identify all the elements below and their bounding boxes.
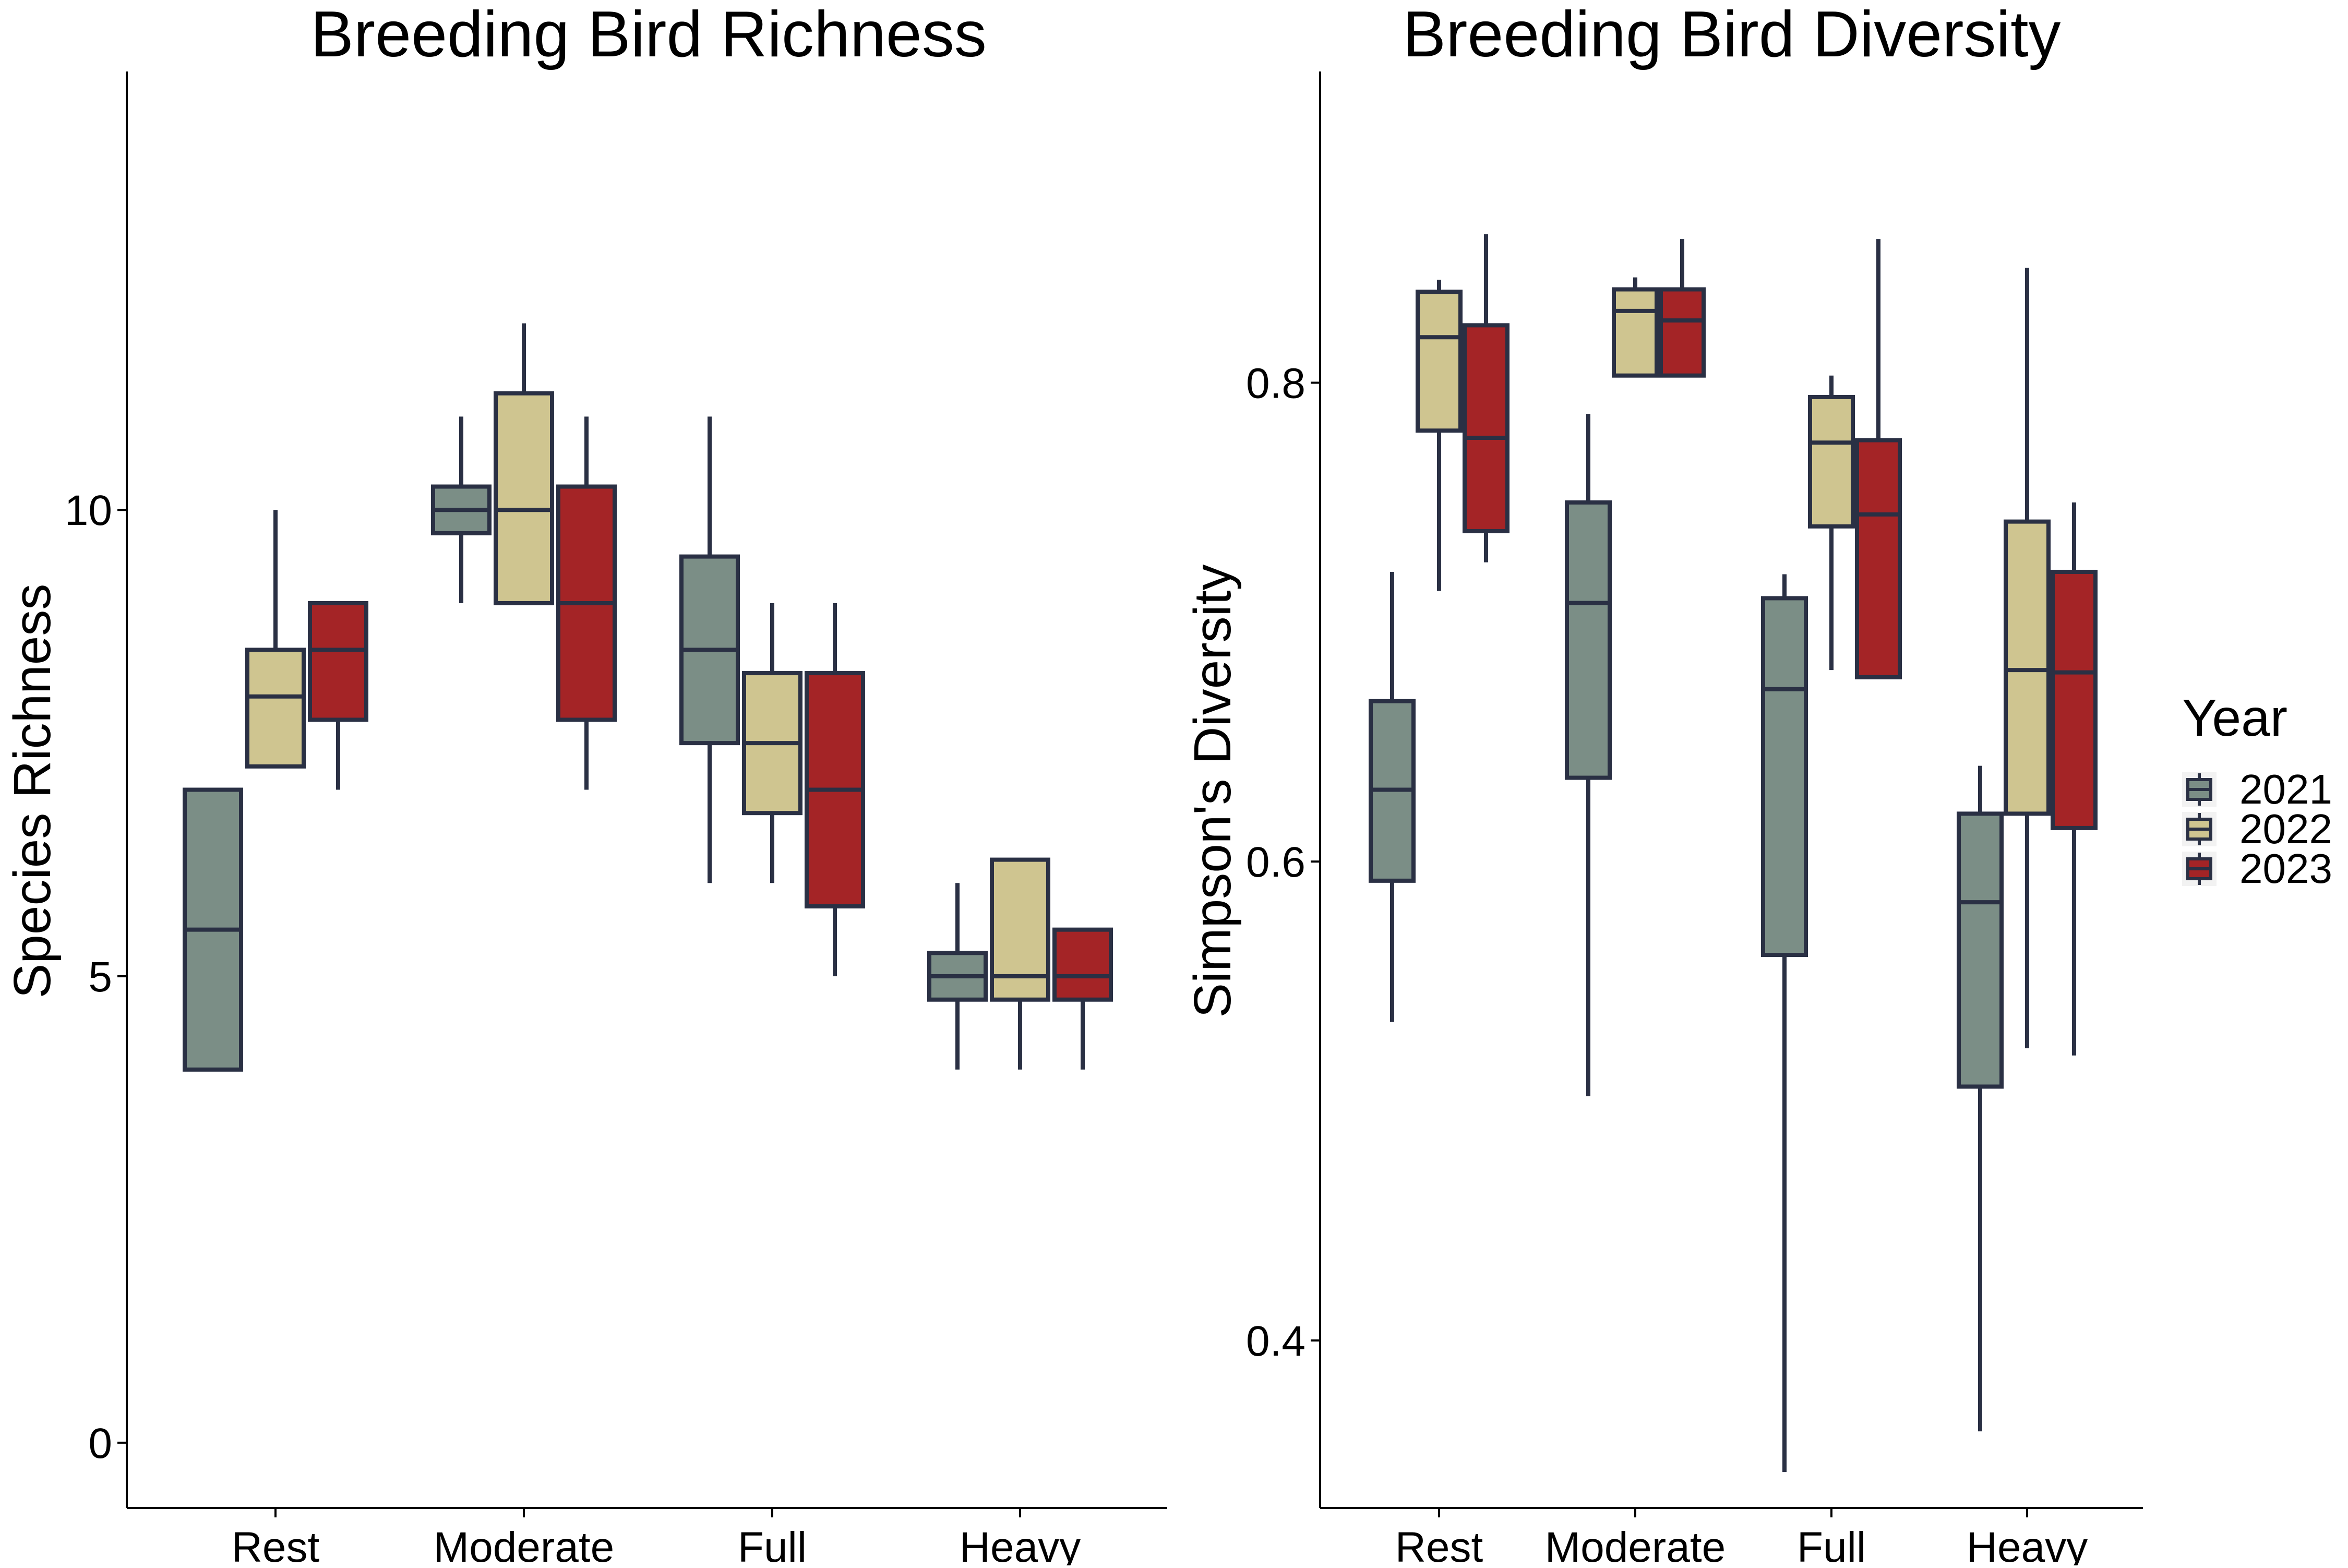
box-2023-rest <box>308 601 368 790</box>
box-2022-full <box>1808 375 1855 671</box>
legend-item-2022: 2022 <box>2182 806 2332 852</box>
diversity-title: Breeding Bird Diversity <box>1403 0 2061 70</box>
y-tick-label: 10 <box>65 487 112 534</box>
box-body <box>1957 811 2004 1089</box>
box-2021-heavy <box>1957 765 2004 1432</box>
box-body <box>2051 569 2098 830</box>
box-body <box>245 648 306 769</box>
legend-label: 2021 <box>2239 766 2332 812</box>
box-2023-moderate <box>556 416 617 790</box>
x-tick-label-moderate: Moderate <box>434 1524 614 1565</box>
diversity-panel: Breeding Bird Diversity Simpson's Divers… <box>1183 0 2143 1568</box>
x-tick-label-full: Full <box>1797 1524 1866 1565</box>
box-body <box>1659 287 1706 378</box>
legend-label: 2023 <box>2239 845 2332 892</box>
box-body <box>990 857 1050 1002</box>
box-2023-full <box>1855 239 1902 679</box>
box-body <box>1052 927 1113 1002</box>
box-body <box>1612 287 1659 378</box>
box-2023-full <box>805 603 865 977</box>
x-tick-label-heavy: Heavy <box>1967 1524 2088 1565</box>
box-2021-full <box>679 416 740 883</box>
y-tick-label: 0.4 <box>1246 1318 1305 1365</box>
box-2022-moderate <box>1612 277 1659 378</box>
x-tick-label-rest: Rest <box>232 1524 320 1565</box>
richness-y-axis-title: Species Richness <box>3 584 62 999</box>
box-2022-moderate <box>494 323 554 605</box>
box-2022-full <box>742 603 802 883</box>
box-2022-rest <box>245 510 306 769</box>
box-2022-heavy <box>990 857 1050 1070</box>
box-2023-moderate <box>1659 239 1706 378</box>
box-2022-heavy <box>2004 268 2051 1049</box>
legend-item-2021: 2021 <box>2182 766 2332 812</box>
x-tick-label-moderate: Moderate <box>1545 1524 1726 1565</box>
box-2021-moderate <box>431 416 492 603</box>
box-body <box>1808 395 1855 529</box>
y-tick-label: 0 <box>88 1420 112 1467</box>
legend-title: Year <box>2182 689 2287 747</box>
box-2021-rest <box>1369 571 1416 1022</box>
box-body <box>494 391 554 605</box>
box-body <box>1855 438 1902 679</box>
box-2021-moderate <box>1565 414 1612 1096</box>
diversity-y-axis-title: Simpson's Diversity <box>1183 564 1242 1018</box>
richness-title: Breeding Bird Richness <box>310 0 987 70</box>
box-2023-rest <box>1463 234 1510 562</box>
legend-item-2023: 2023 <box>2182 845 2332 892</box>
box-body <box>1761 596 1808 957</box>
y-tick-label: 5 <box>88 953 112 1001</box>
box-body <box>2004 519 2051 816</box>
box-2023-heavy <box>1052 927 1113 1070</box>
box-body <box>1565 500 1612 780</box>
box-body <box>1416 290 1463 433</box>
x-tick-label-full: Full <box>738 1524 807 1565</box>
legend-label: 2022 <box>2239 806 2332 852</box>
box-2023-heavy <box>2051 502 2098 1056</box>
box-2022-rest <box>1416 280 1463 591</box>
y-tick-label: 0.6 <box>1246 839 1305 886</box>
box-body <box>308 601 368 722</box>
x-tick-label-rest: Rest <box>1395 1524 1483 1565</box>
box-2021-rest <box>183 787 243 1072</box>
box-2021-full <box>1761 574 1808 1473</box>
x-tick-label-heavy: Heavy <box>960 1524 1081 1565</box>
box-body <box>1463 323 1510 533</box>
box-2021-heavy <box>927 883 988 1070</box>
richness-panel: Breeding Bird Richness Species Richness … <box>3 0 1167 1568</box>
y-tick-label: 0.8 <box>1246 360 1305 407</box>
